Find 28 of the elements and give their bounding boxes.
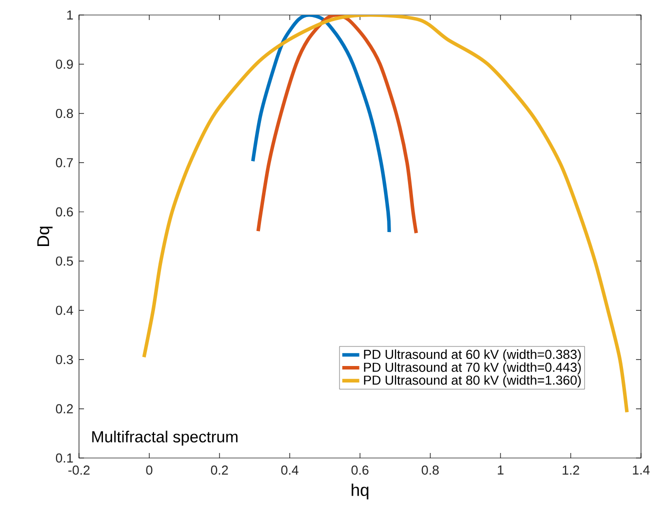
x-tick-label: 1.4 [632,466,650,474]
x-tick-label: 1 [498,466,504,474]
y-axis-title: Dq [37,226,53,246]
y-tick-label: 0.3 [56,354,73,364]
x-tick-label: -0.2 [68,466,90,475]
y-tick-label: 0.7 [56,158,73,168]
x-tick-label: 0.4 [281,466,298,475]
y-tick-label: 0.5 [56,256,73,266]
legend-label: PD Ultrasound at 80 kV (width=1.360) [364,375,581,388]
line-series [251,14,391,234]
x-axis-title: hq [352,484,368,500]
legend-label: PD Ultrasound at 60 kV (width=0.383) [364,349,581,362]
x-tick-label: 0.8 [422,466,439,475]
x-tick-label: 0.2 [210,466,228,475]
x-tick-label: 1.2 [562,466,580,475]
line-series [142,14,629,414]
annotation: Multifractal spectrum [92,430,238,446]
legend-label: PD Ultrasound at 70 kV (width=0.443) [364,362,581,374]
y-tick-label: 1 [67,10,73,20]
x-tick-label: 0.6 [351,466,368,475]
y-tick-label: 0.2 [56,404,73,414]
y-tick-label: 0.8 [56,108,73,118]
y-tick-label: 0.9 [56,60,73,69]
y-tick-label: 0.6 [56,207,73,216]
y-tick-label: 0.4 [56,306,74,315]
line-series [256,14,418,235]
y-tick-label: 0.1 [56,453,73,463]
x-tick-label: 0 [146,466,152,475]
